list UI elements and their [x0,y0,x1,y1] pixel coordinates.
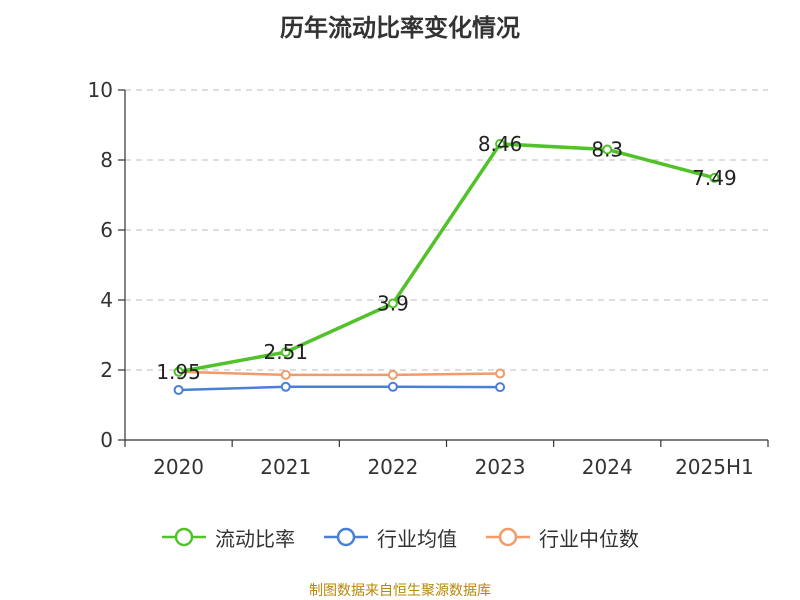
x-tick-label: 2022 [367,455,418,479]
data-label: 2.51 [263,340,308,364]
data-point [280,381,291,392]
x-tick-label: 2023 [475,455,526,479]
data-point [387,298,398,309]
data-point [495,138,506,149]
legend-line-icon [324,527,368,547]
legend-item[interactable]: 行业均值 [323,523,457,552]
data-point [602,144,613,155]
data-label: 1.95 [156,360,201,384]
data-point [173,384,184,395]
series-line [176,142,717,374]
data-point [280,347,291,358]
data-source-note: 制图数据来自恒生聚源数据库 [309,583,491,599]
legend-line-icon [486,527,530,547]
legend-item[interactable]: 流动比率 [161,523,295,552]
data-label: 7.49 [692,166,737,190]
x-tick-label: 2021 [260,455,311,479]
y-tick-label: 8 [100,148,113,172]
legend-line-icon [162,527,206,547]
data-point [280,369,291,380]
y-tick-label: 4 [100,288,113,312]
series-line [177,370,502,377]
data-label: 3.9 [377,292,409,316]
y-tick-label: 6 [100,218,113,242]
x-tick-label: 2025H1 [675,455,754,479]
data-point [495,382,506,393]
data-point [173,366,184,377]
data-point [495,368,506,379]
legend-label: 行业均值 [377,526,457,551]
x-tick-label: 2024 [582,455,633,479]
series-line [177,385,502,392]
data-label: 8.3 [591,138,623,162]
x-tick-label: 2020 [153,455,204,479]
y-tick-label: 0 [100,428,113,452]
y-tick-label: 10 [88,78,113,102]
data-point [387,369,398,380]
chart-title: 历年流动比率变化情况 [280,14,520,42]
legend-label: 流动比率 [215,526,295,551]
chart-legend: 流动比率 行业均值 行业中位数 [0,520,800,554]
y-tick-label: 2 [100,358,113,382]
data-point [709,172,720,183]
data-point [387,381,398,392]
data-label: 8.46 [478,132,523,156]
legend-item[interactable]: 行业中位数 [485,523,639,552]
legend-label: 行业中位数 [539,526,639,551]
